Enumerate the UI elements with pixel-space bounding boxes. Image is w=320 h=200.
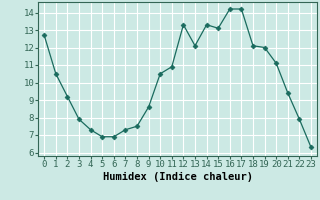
X-axis label: Humidex (Indice chaleur): Humidex (Indice chaleur) <box>103 172 252 182</box>
